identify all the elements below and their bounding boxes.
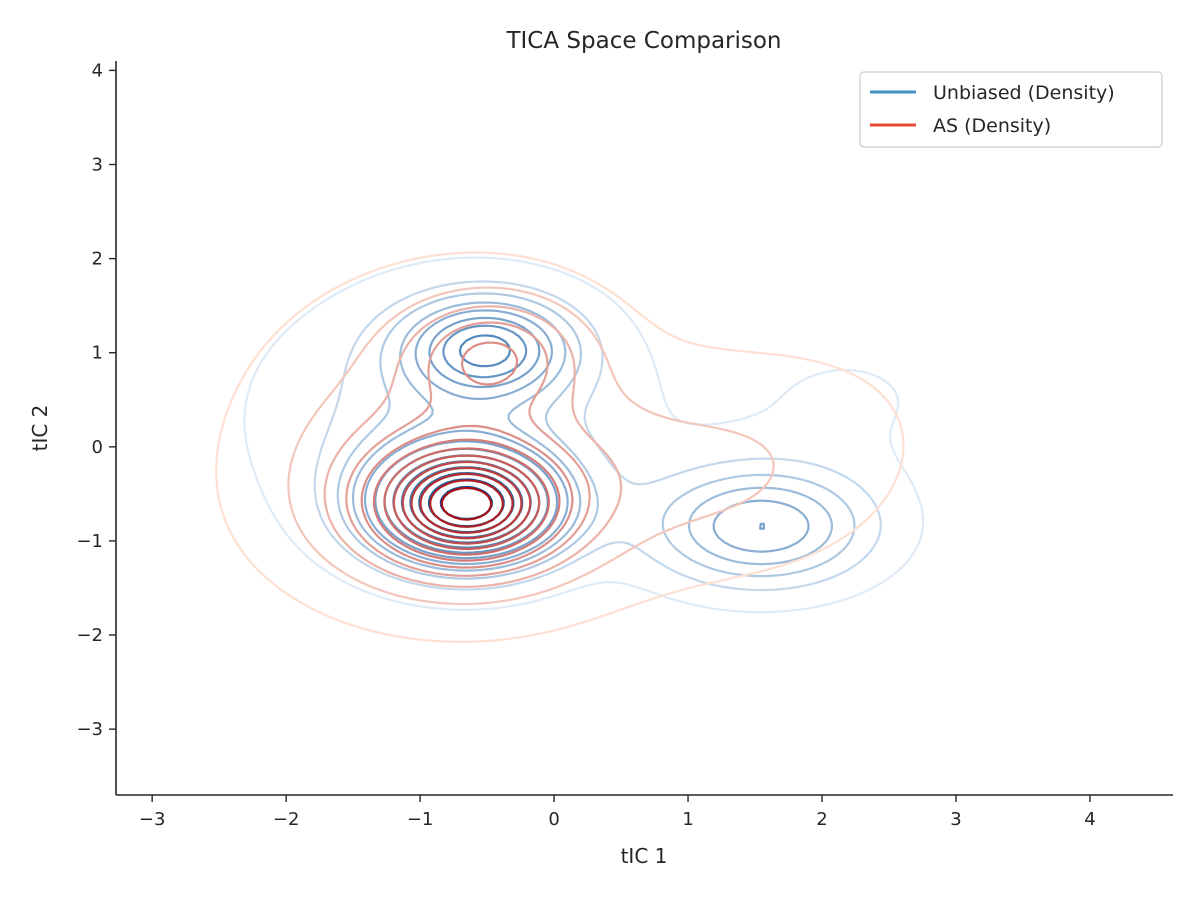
axes: −3 −2 −1 0 1 2 3 4 −3 −2 −1 0 1 2 3 4 xyxy=(76,60,1173,830)
contour-level xyxy=(323,305,623,588)
contours-unbiased xyxy=(243,256,925,614)
contour-level xyxy=(419,472,514,534)
contour-level xyxy=(392,454,541,551)
x-ticks: −3 −2 −1 0 1 2 3 4 xyxy=(139,795,1096,830)
y-tick-label: 1 xyxy=(92,343,103,364)
contour-level xyxy=(243,256,925,614)
legend-entry-as: AS (Density) xyxy=(933,115,1051,137)
contour-level xyxy=(360,341,574,569)
legend-entry-unbiased: Unbiased (Density) xyxy=(933,82,1115,104)
x-tick-label: −2 xyxy=(273,809,300,830)
contour-level xyxy=(215,251,905,643)
contour-level xyxy=(440,486,493,521)
x-tick-label: 2 xyxy=(816,809,827,830)
contour-level xyxy=(410,466,523,540)
y-tick-label: −3 xyxy=(76,719,103,740)
y-tick-label: 0 xyxy=(92,437,103,458)
x-tick-label: 1 xyxy=(682,809,693,830)
y-ticks: −3 −2 −1 0 1 2 3 4 xyxy=(76,60,116,740)
contour-level xyxy=(401,460,532,545)
chart-title: TICA Space Comparison xyxy=(505,28,781,54)
x-tick-label: 0 xyxy=(548,809,559,830)
x-axis-label: tIC 1 xyxy=(621,844,668,868)
contour-level xyxy=(287,286,775,606)
x-tick-label: 4 xyxy=(1084,809,1095,830)
y-tick-label: 3 xyxy=(92,155,103,176)
contour-level xyxy=(374,316,765,560)
y-axis-label: tIC 2 xyxy=(28,405,52,452)
x-tick-label: 3 xyxy=(950,809,961,830)
contour-level xyxy=(363,309,810,566)
contour-level xyxy=(383,447,550,556)
y-tick-label: 4 xyxy=(92,60,103,81)
plot-area xyxy=(215,251,925,643)
contour-level xyxy=(372,438,561,562)
legend-box xyxy=(859,71,1163,148)
y-tick-label: −1 xyxy=(76,531,103,552)
y-tick-label: −2 xyxy=(76,625,103,646)
contour-level xyxy=(351,301,833,572)
contour-level xyxy=(429,479,504,528)
x-tick-label: −3 xyxy=(139,809,166,830)
contour-level xyxy=(345,321,591,577)
x-tick-label: −1 xyxy=(407,809,434,830)
y-tick-label: 2 xyxy=(92,249,103,270)
contours-as xyxy=(215,251,905,643)
legend: Unbiased (Density) AS (Density) xyxy=(859,71,1163,148)
